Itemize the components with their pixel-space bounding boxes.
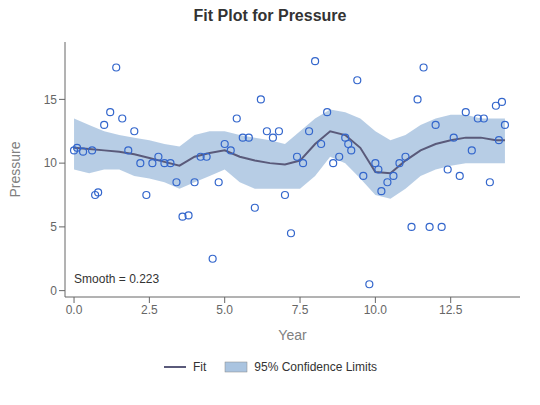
html-text:Fit: Fit — [193, 360, 207, 374]
svg-text:0.0: 0.0 — [66, 303, 83, 317]
svg-text:2.5: 2.5 — [141, 303, 158, 317]
svg-text:7.5: 7.5 — [292, 303, 309, 317]
html-text:Fit Plot for Pressure: Fit Plot for Pressure — [193, 7, 347, 24]
html-text:Smooth = 0.223: Smooth = 0.223 — [74, 271, 160, 286]
svg-text:15: 15 — [44, 93, 58, 107]
svg-text:10: 10 — [44, 156, 58, 170]
svg-text:0: 0 — [50, 284, 57, 298]
svg-text:Year: Year — [278, 327, 307, 343]
svg-text:12.5: 12.5 — [439, 303, 463, 317]
svg-text:10.0: 10.0 — [364, 303, 388, 317]
html-text:95% Confidence Limits: 95% Confidence Limits — [254, 360, 377, 374]
svg-text:5: 5 — [50, 220, 57, 234]
svg-text:5.0: 5.0 — [216, 303, 233, 317]
svg-text:Pressure: Pressure — [8, 141, 23, 197]
